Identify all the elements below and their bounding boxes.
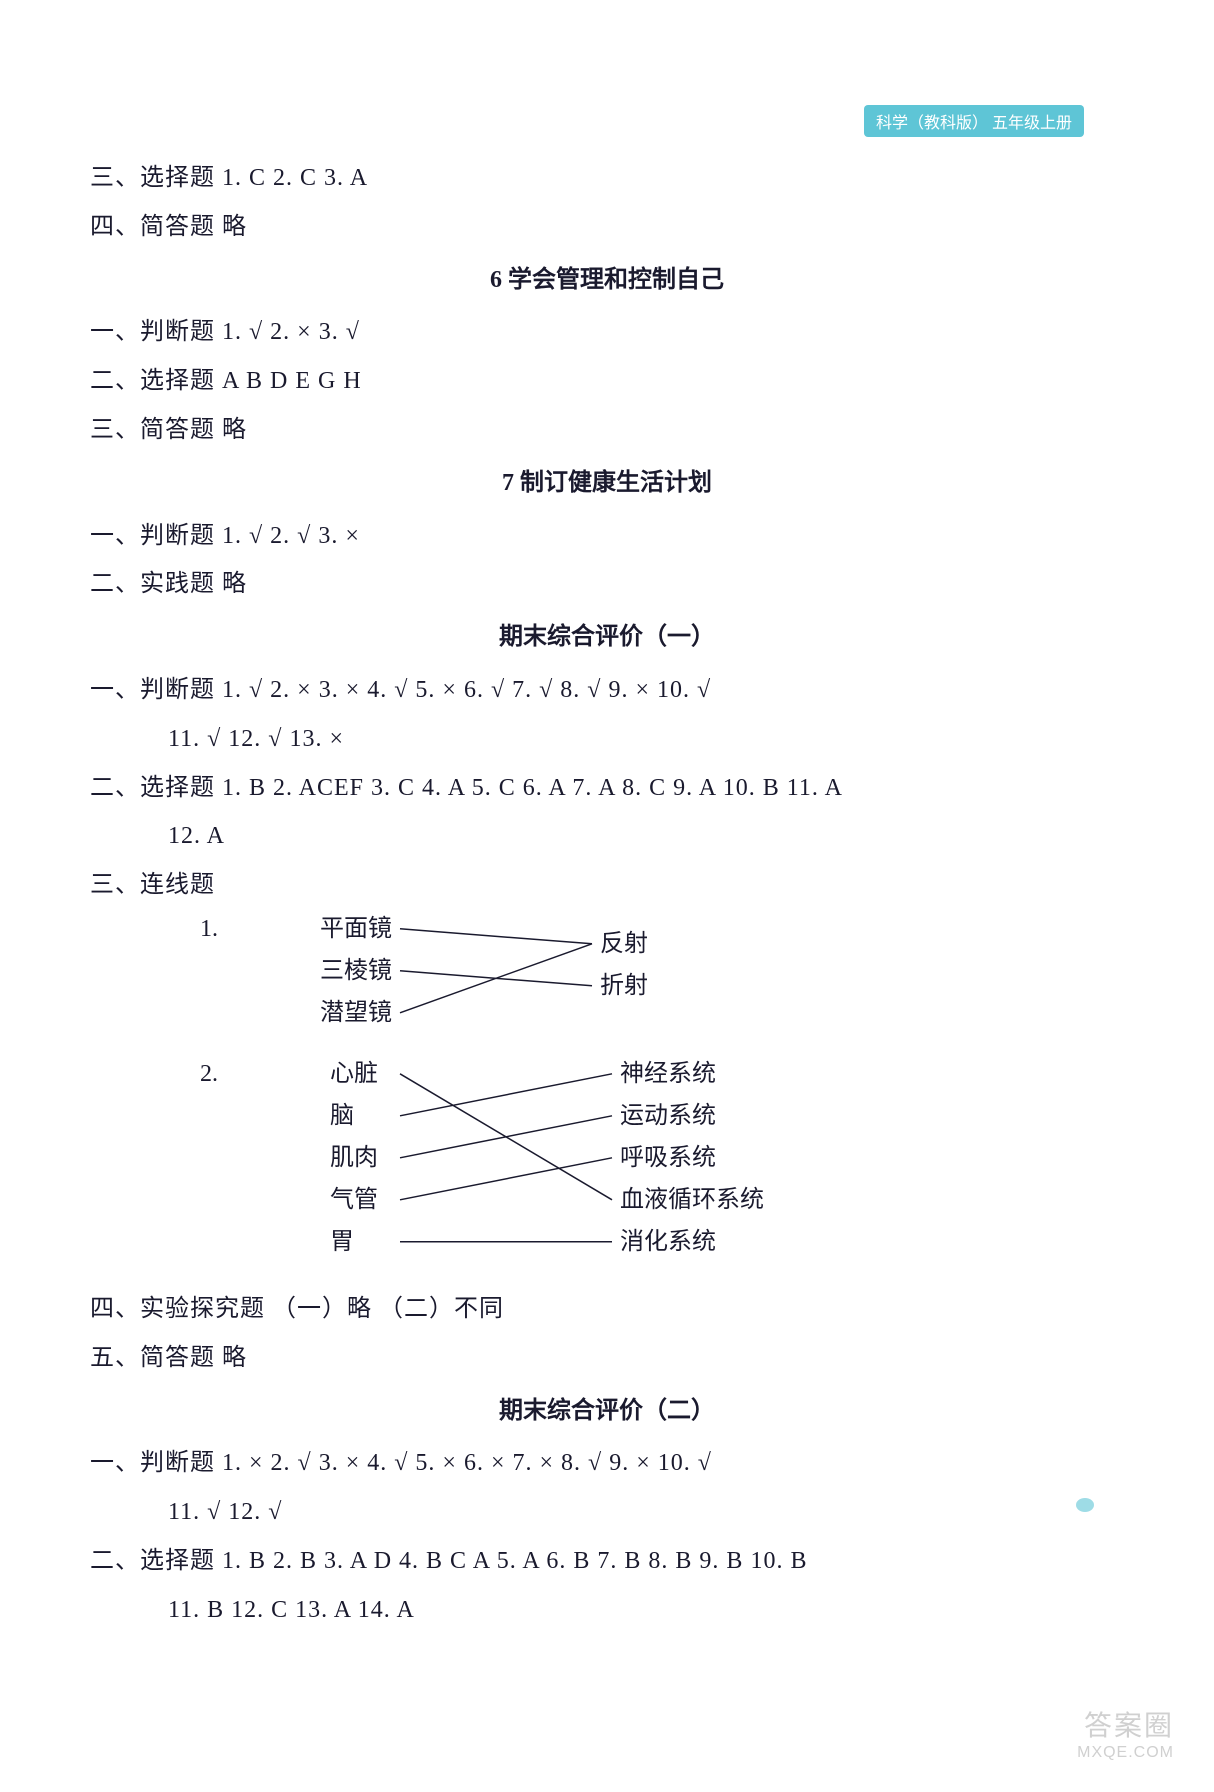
answer-line-continued: 11. √ 12. √ 13. × [90,716,1124,763]
answer-line: 二、选择题 A B D E G H [90,358,1124,405]
svg-text:脑: 脑 [330,1102,354,1129]
svg-text:1.: 1. [200,916,218,942]
svg-text:消化系统: 消化系统 [620,1228,716,1255]
svg-text:潜望镜: 潜望镜 [320,999,392,1026]
answer-line-continued: 12. A [90,813,1124,860]
svg-text:心脏: 心脏 [330,1060,378,1087]
answer-line: 二、选择题 1. B 2. B 3. A D 4. B C A 5. A 6. … [90,1538,1124,1585]
svg-text:肌肉: 肌肉 [330,1144,378,1171]
svg-text:呼吸系统: 呼吸系统 [620,1144,716,1171]
watermark-main: 答案圈 [1077,1704,1174,1744]
svg-text:胃: 胃 [330,1229,354,1255]
section-title: 6 学会管理和控制自己 [90,257,1124,304]
answer-line: 二、选择题 1. B 2. ACEF 3. C 4. A 5. C 6. A 7… [90,765,1124,812]
svg-text:折射: 折射 [600,972,648,999]
answer-line: 二、实践题 略 [90,561,1124,608]
content: 三、选择题 1. C 2. C 3. A四、简答题 略 6 学会管理和控制自己一、… [90,155,1124,1634]
answer-line: 五、简答题 略 [90,1335,1124,1382]
section-title: 期末综合评价（二） [90,1388,1124,1435]
svg-text:平面镜: 平面镜 [320,915,392,942]
answer-line: 四、简答题 略 [90,204,1124,251]
matching-problem-1: 1. 平面镜三棱镜潜望镜 反射折射 [200,911,1124,1046]
answer-line: 三、简答题 略 [90,407,1124,454]
decorative-dot [1076,1498,1094,1512]
svg-text:三棱镜: 三棱镜 [320,957,392,984]
svg-text:气管: 气管 [330,1186,378,1213]
svg-text:反射: 反射 [600,930,648,957]
answer-line: 三、选择题 1. C 2. C 3. A [90,155,1124,202]
answer-line-continued: 11. B 12. C 13. A 14. A [90,1587,1124,1634]
answer-line: 一、判断题 1. √ 2. × 3. × 4. √ 5. × 6. √ 7. √… [90,667,1124,714]
svg-text:血液循环系统: 血液循环系统 [620,1186,764,1213]
answer-line: 一、判断题 1. √ 2. × 3. √ [90,309,1124,356]
answer-line: 三、连线题 [90,862,1124,909]
svg-text:运动系统: 运动系统 [620,1102,716,1129]
answer-line: 四、实验探究题 （一）略 （二）不同 [90,1286,1124,1333]
svg-text:神经系统: 神经系统 [620,1060,716,1087]
answer-line: 一、判断题 1. √ 2. √ 3. × [90,513,1124,560]
watermark: 答案圈 MXQE.COM [1077,1704,1174,1762]
watermark-sub: MXQE.COM [1077,1744,1174,1762]
answer-line-continued: 11. √ 12. √ [90,1489,1124,1536]
matching-problem-2: 2. 心脏脑肌肉气管胃 神经系统运动系统呼吸系统血液循环系统消化系统 [200,1056,1124,1276]
answer-line: 一、判断题 1. × 2. √ 3. × 4. √ 5. × 6. × 7. ×… [90,1440,1124,1487]
header-badge: 科学（教科版） 五年级上册 [864,105,1084,137]
section-title: 7 制订健康生活计划 [90,460,1124,507]
svg-text:2.: 2. [200,1061,218,1087]
section-title: 期末综合评价（一） [90,614,1124,661]
